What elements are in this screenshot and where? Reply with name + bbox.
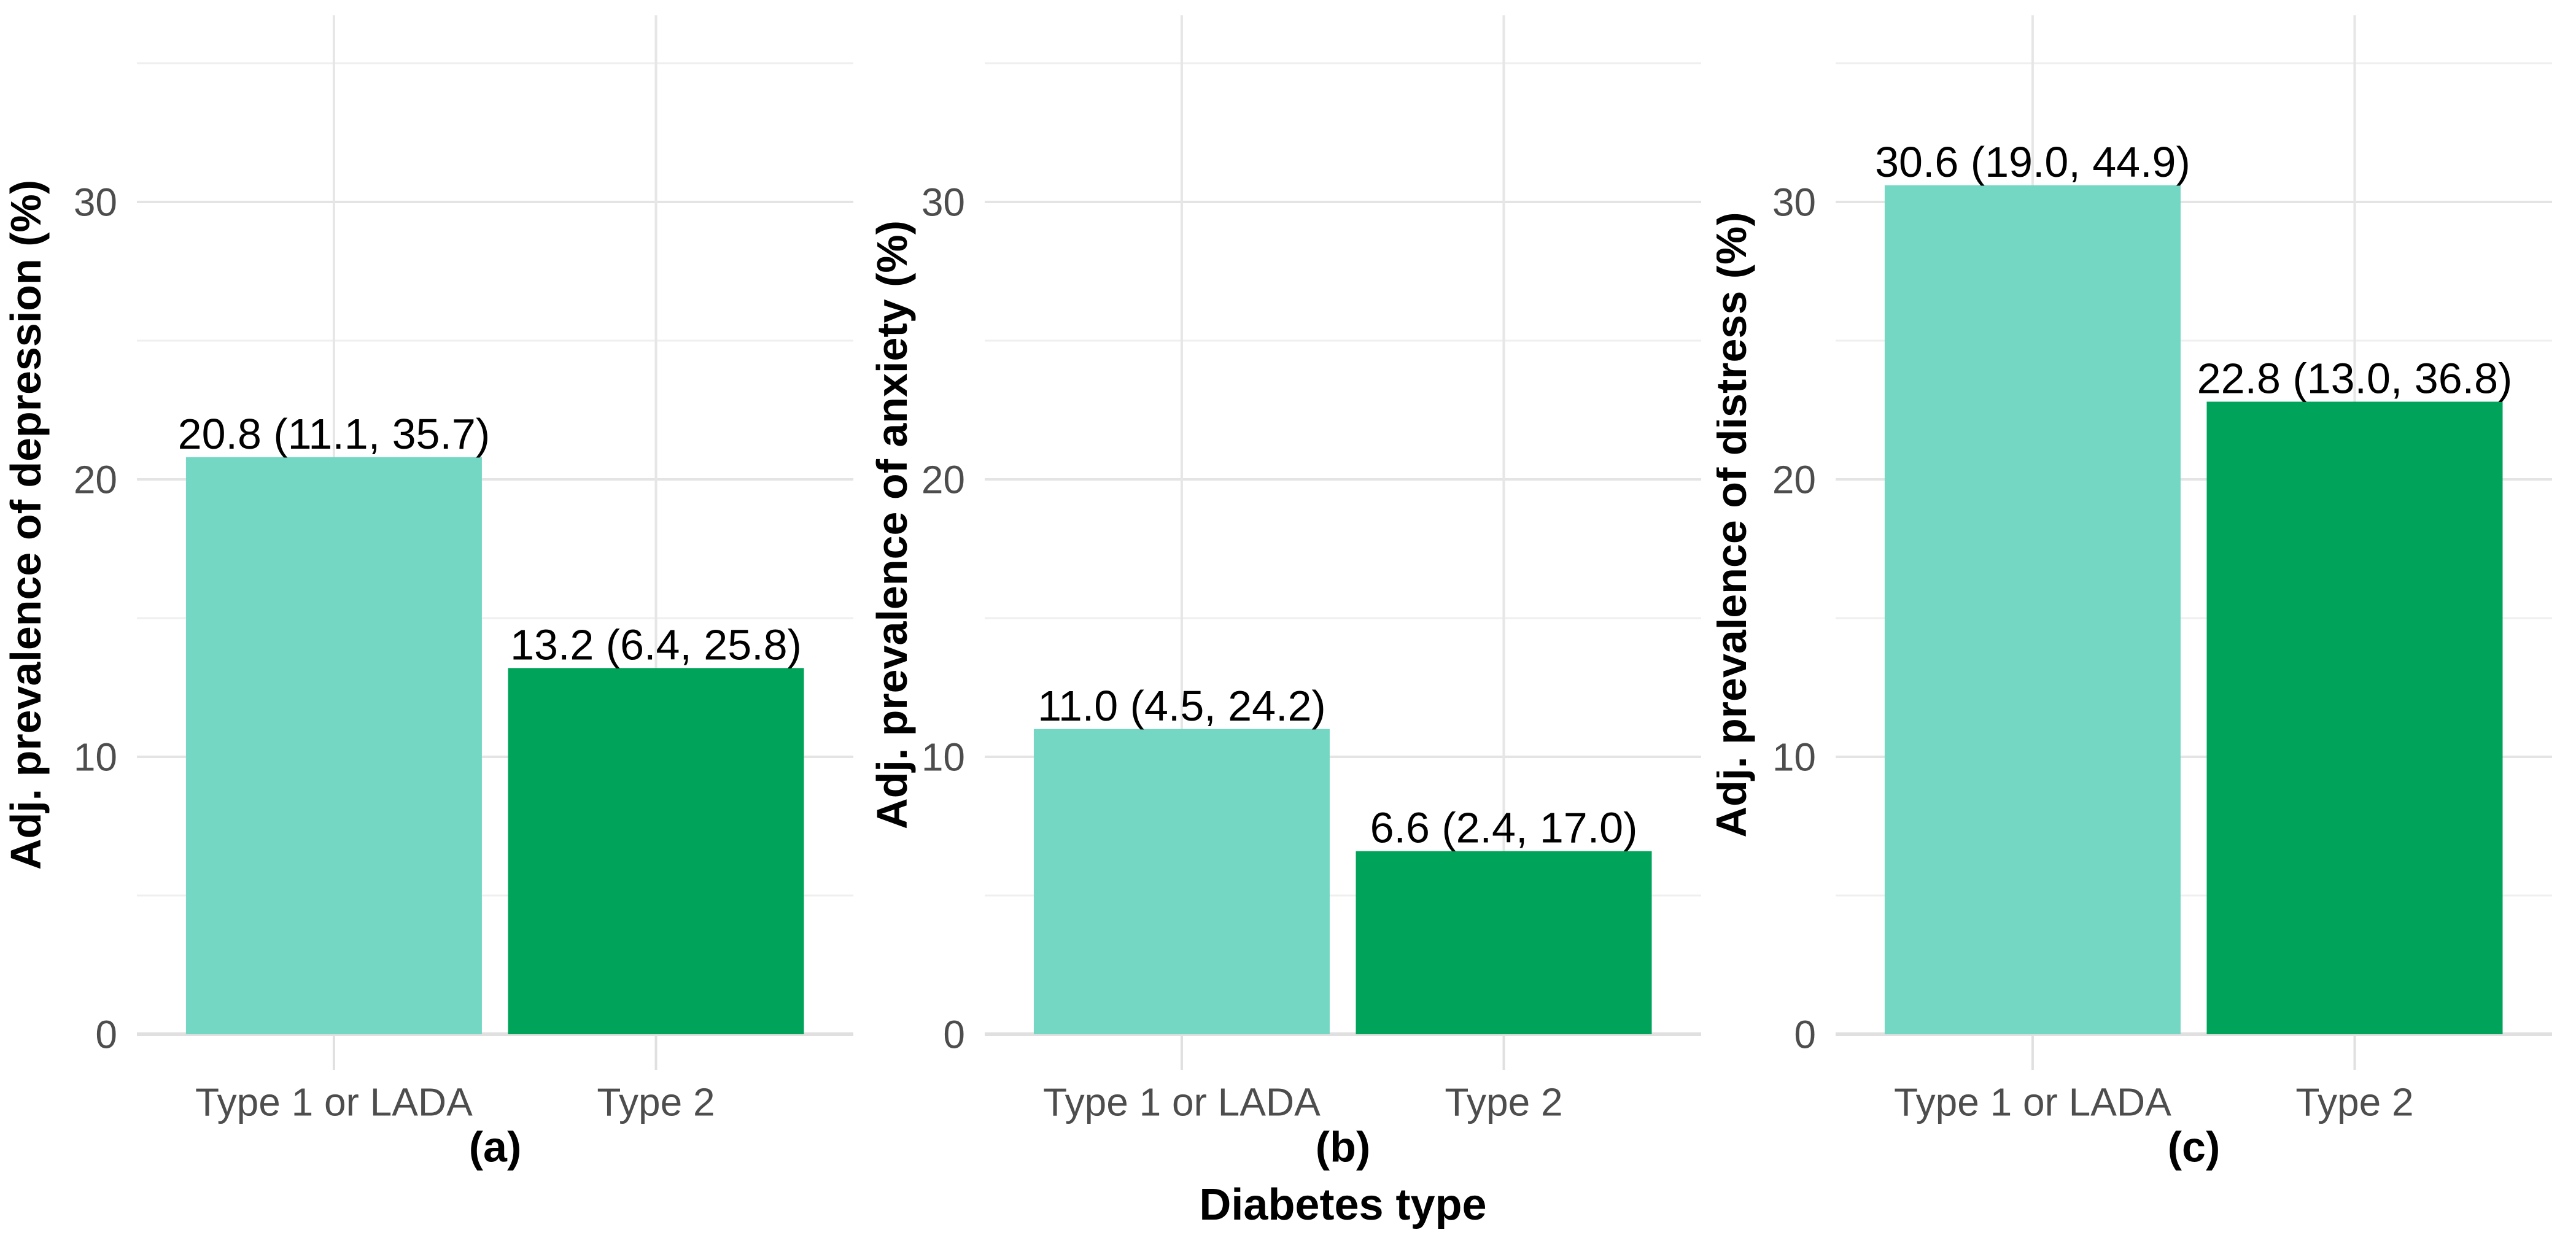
bar-value-label: 20.8 (11.1, 35.7) — [178, 410, 491, 458]
y-tick-label: 20 — [921, 457, 965, 501]
y-axis-title: Adj. prevalence of distress (%) — [1717, 212, 1755, 837]
bar-value-label: 6.6 (2.4, 17.0) — [1370, 804, 1638, 852]
y-tick-label: 10 — [921, 735, 965, 779]
bar-value-label: 22.8 (13.0, 36.8) — [2197, 354, 2513, 402]
y-tick-label: 0 — [1794, 1012, 1816, 1056]
y-tick-label: 0 — [95, 1012, 117, 1056]
y-tick-label: 30 — [1772, 180, 1816, 224]
panel-letter-label: (a) — [469, 1123, 522, 1171]
x-category-label: Type 2 — [597, 1080, 715, 1124]
panel-letter-label: (c) — [2168, 1123, 2221, 1171]
bar-type-2 — [1356, 851, 1652, 1034]
y-tick-label: 10 — [1772, 735, 1816, 779]
bar-type-2 — [508, 668, 804, 1034]
chart-panel-a: 20.8 (11.1, 35.7) Type 1 or LADA 13.2 (6.4… — [2, 15, 853, 1171]
panel-letter-label: (b) — [1316, 1123, 1370, 1171]
x-category-label: Type 1 or LADA — [195, 1080, 473, 1124]
y-axis-title: Adj. prevalence of depression (%) — [2, 180, 50, 870]
x-category-label: Type 1 or LADA — [1043, 1080, 1321, 1124]
y-tick-label: 20 — [74, 457, 117, 501]
y-tick-label: 0 — [943, 1012, 965, 1056]
bar-value-label: 30.6 (19.0, 44.9) — [1875, 138, 2190, 186]
x-category-label: Type 1 or LADA — [1894, 1080, 2171, 1124]
bar-type-1-or-lada — [1033, 729, 1330, 1034]
y-tick-label: 30 — [921, 180, 965, 224]
chart-panel-c: 30.6 (19.0, 44.9) Type 1 or LADA 22.8 (13.… — [1717, 15, 2552, 1171]
bar-value-label: 11.0 (4.5, 24.2) — [1038, 682, 1326, 730]
y-tick-label: 30 — [74, 180, 117, 224]
bar-type-1-or-lada — [185, 457, 482, 1034]
chart-panel-b: 11.0 (4.5, 24.2) Type 1 or LADA 6.6 (2.4, … — [868, 15, 1701, 1229]
x-axis-title: Diabetes type — [1199, 1180, 1486, 1229]
bar-type-1-or-lada — [1884, 185, 2181, 1034]
bar-type-2 — [2206, 401, 2503, 1035]
y-tick-label: 10 — [74, 735, 117, 779]
y-tick-label: 20 — [1772, 457, 1816, 501]
x-category-label: Type 2 — [2295, 1080, 2413, 1124]
y-axis-title: Adj. prevalence of anxiety (%) — [868, 220, 916, 829]
bar-value-label: 13.2 (6.4, 25.8) — [510, 621, 802, 668]
x-category-label: Type 2 — [1445, 1080, 1562, 1124]
